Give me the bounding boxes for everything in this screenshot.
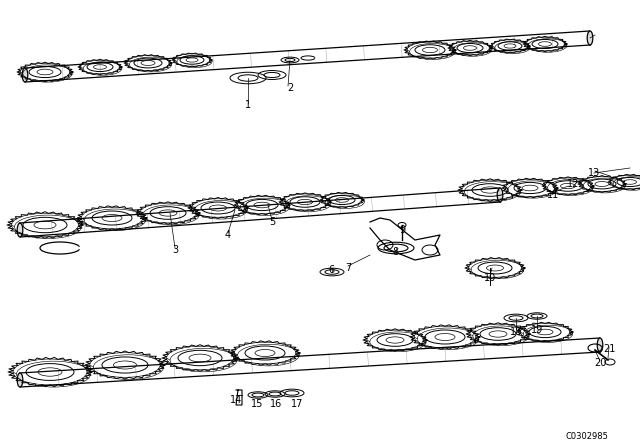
- Text: 17: 17: [291, 399, 303, 409]
- Text: 13: 13: [588, 168, 600, 178]
- Text: 3: 3: [172, 245, 178, 255]
- Text: 6: 6: [328, 265, 334, 275]
- Ellipse shape: [597, 338, 603, 352]
- Text: 18: 18: [510, 327, 522, 337]
- Text: 20: 20: [594, 358, 606, 368]
- Ellipse shape: [497, 188, 503, 202]
- Text: 5: 5: [269, 217, 275, 227]
- Text: 2: 2: [287, 83, 293, 93]
- Text: 21: 21: [603, 344, 615, 354]
- Text: 16: 16: [270, 399, 282, 409]
- Text: 14: 14: [230, 395, 242, 405]
- Text: 12: 12: [567, 179, 579, 189]
- Text: 9: 9: [399, 225, 405, 235]
- Text: 15: 15: [251, 399, 263, 409]
- Ellipse shape: [22, 68, 28, 82]
- Text: 1: 1: [245, 100, 251, 110]
- Text: 11: 11: [547, 190, 559, 200]
- Ellipse shape: [17, 373, 23, 387]
- Text: 4: 4: [225, 230, 231, 240]
- Ellipse shape: [17, 223, 23, 237]
- Text: 7: 7: [345, 263, 351, 273]
- Text: 10: 10: [484, 273, 496, 283]
- Text: 19: 19: [531, 325, 543, 335]
- Text: 8: 8: [392, 247, 398, 257]
- Text: C0302985: C0302985: [565, 431, 608, 440]
- Ellipse shape: [588, 31, 593, 45]
